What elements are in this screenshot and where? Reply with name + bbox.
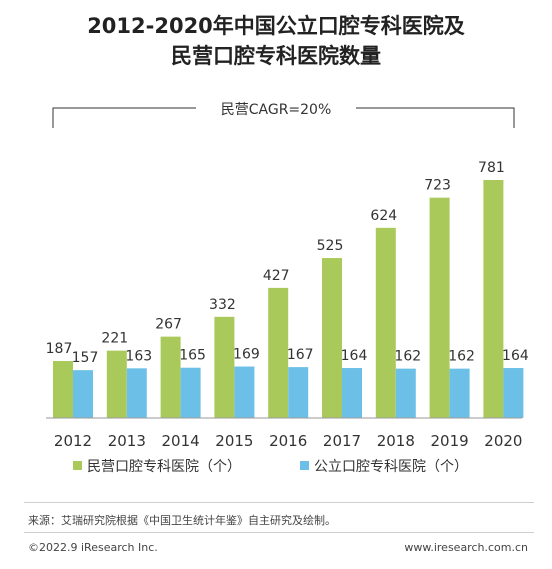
value-label-private-2019: 723	[424, 178, 451, 194]
divider-top	[24, 502, 534, 503]
bar-public-2015	[234, 366, 255, 418]
bar-private-2018	[375, 227, 396, 418]
value-label-public-2014: 165	[179, 348, 206, 364]
value-label-public-2012: 157	[72, 350, 99, 366]
legend-label-private: 民营口腔专科医院（个）	[87, 459, 241, 475]
bar-private-2014	[160, 336, 181, 418]
value-label-private-2017: 525	[317, 238, 344, 254]
value-label-public-2016: 167	[287, 347, 314, 363]
x-tick-2017: 2017	[323, 432, 361, 450]
bar-private-2012	[53, 361, 73, 418]
value-label-private-2013: 221	[101, 331, 128, 347]
x-tick-2014: 2014	[162, 432, 200, 450]
bar-private-2017	[322, 258, 342, 418]
legend-swatch-public	[300, 461, 309, 470]
x-tick-2016: 2016	[269, 432, 307, 450]
value-label-private-2018: 624	[370, 208, 397, 224]
value-label-public-2015: 169	[233, 346, 260, 362]
x-tick-2020: 2020	[484, 432, 522, 450]
value-label-public-2018: 162	[394, 349, 421, 365]
cagr-bracket	[52, 107, 515, 128]
legend-swatch-private	[73, 461, 82, 470]
source-note: 来源：艾瑞研究院根据《中国卫生统计年鉴》自主研究及绘制。	[28, 514, 336, 527]
bar-public-2019	[449, 368, 470, 418]
bracket-left	[52, 107, 196, 128]
bar-public-2014	[180, 367, 201, 418]
bar-public-2012	[73, 370, 93, 418]
bar-public-2016	[288, 367, 309, 418]
value-label-private-2015: 332	[209, 297, 236, 313]
bar-public-2020	[503, 368, 524, 418]
bar-public-2013	[126, 368, 147, 418]
bar-private-2020	[483, 180, 504, 418]
divider-bottom	[24, 532, 534, 533]
bar-private-2019	[429, 197, 450, 418]
value-label-private-2012: 187	[46, 341, 73, 357]
cagr-annotation: 民营CAGR=20%	[221, 102, 332, 118]
value-label-public-2017: 164	[341, 348, 368, 364]
x-tick-2015: 2015	[215, 432, 253, 450]
bar-public-2018	[395, 368, 416, 418]
bar-private-2016	[268, 287, 289, 418]
x-tick-2013: 2013	[108, 432, 146, 450]
copyright: ©2022.9 iResearch Inc.	[28, 541, 158, 554]
value-label-public-2020: 164	[502, 348, 529, 364]
bracket-right	[356, 107, 515, 128]
website-link[interactable]: www.iresearch.com.cn	[404, 541, 528, 554]
x-tick-2012: 2012	[54, 432, 92, 450]
bar-public-2017	[342, 368, 362, 418]
x-tick-2018: 2018	[377, 432, 415, 450]
value-label-private-2014: 267	[155, 317, 182, 333]
x-tick-2019: 2019	[431, 432, 469, 450]
bar-private-2013	[106, 350, 127, 418]
legend-label-public: 公立口腔专科医院（个）	[314, 459, 468, 475]
value-label-private-2016: 427	[263, 268, 290, 284]
value-label-public-2019: 162	[448, 349, 475, 365]
chart-title-line2: 民营口腔专科医院数量	[171, 44, 381, 68]
bar-private-2015	[214, 316, 235, 418]
chart-title-line1: 2012-2020年中国公立口腔专科医院及	[87, 14, 465, 38]
value-label-public-2013: 163	[125, 348, 152, 364]
value-label-private-2020: 781	[478, 160, 505, 176]
